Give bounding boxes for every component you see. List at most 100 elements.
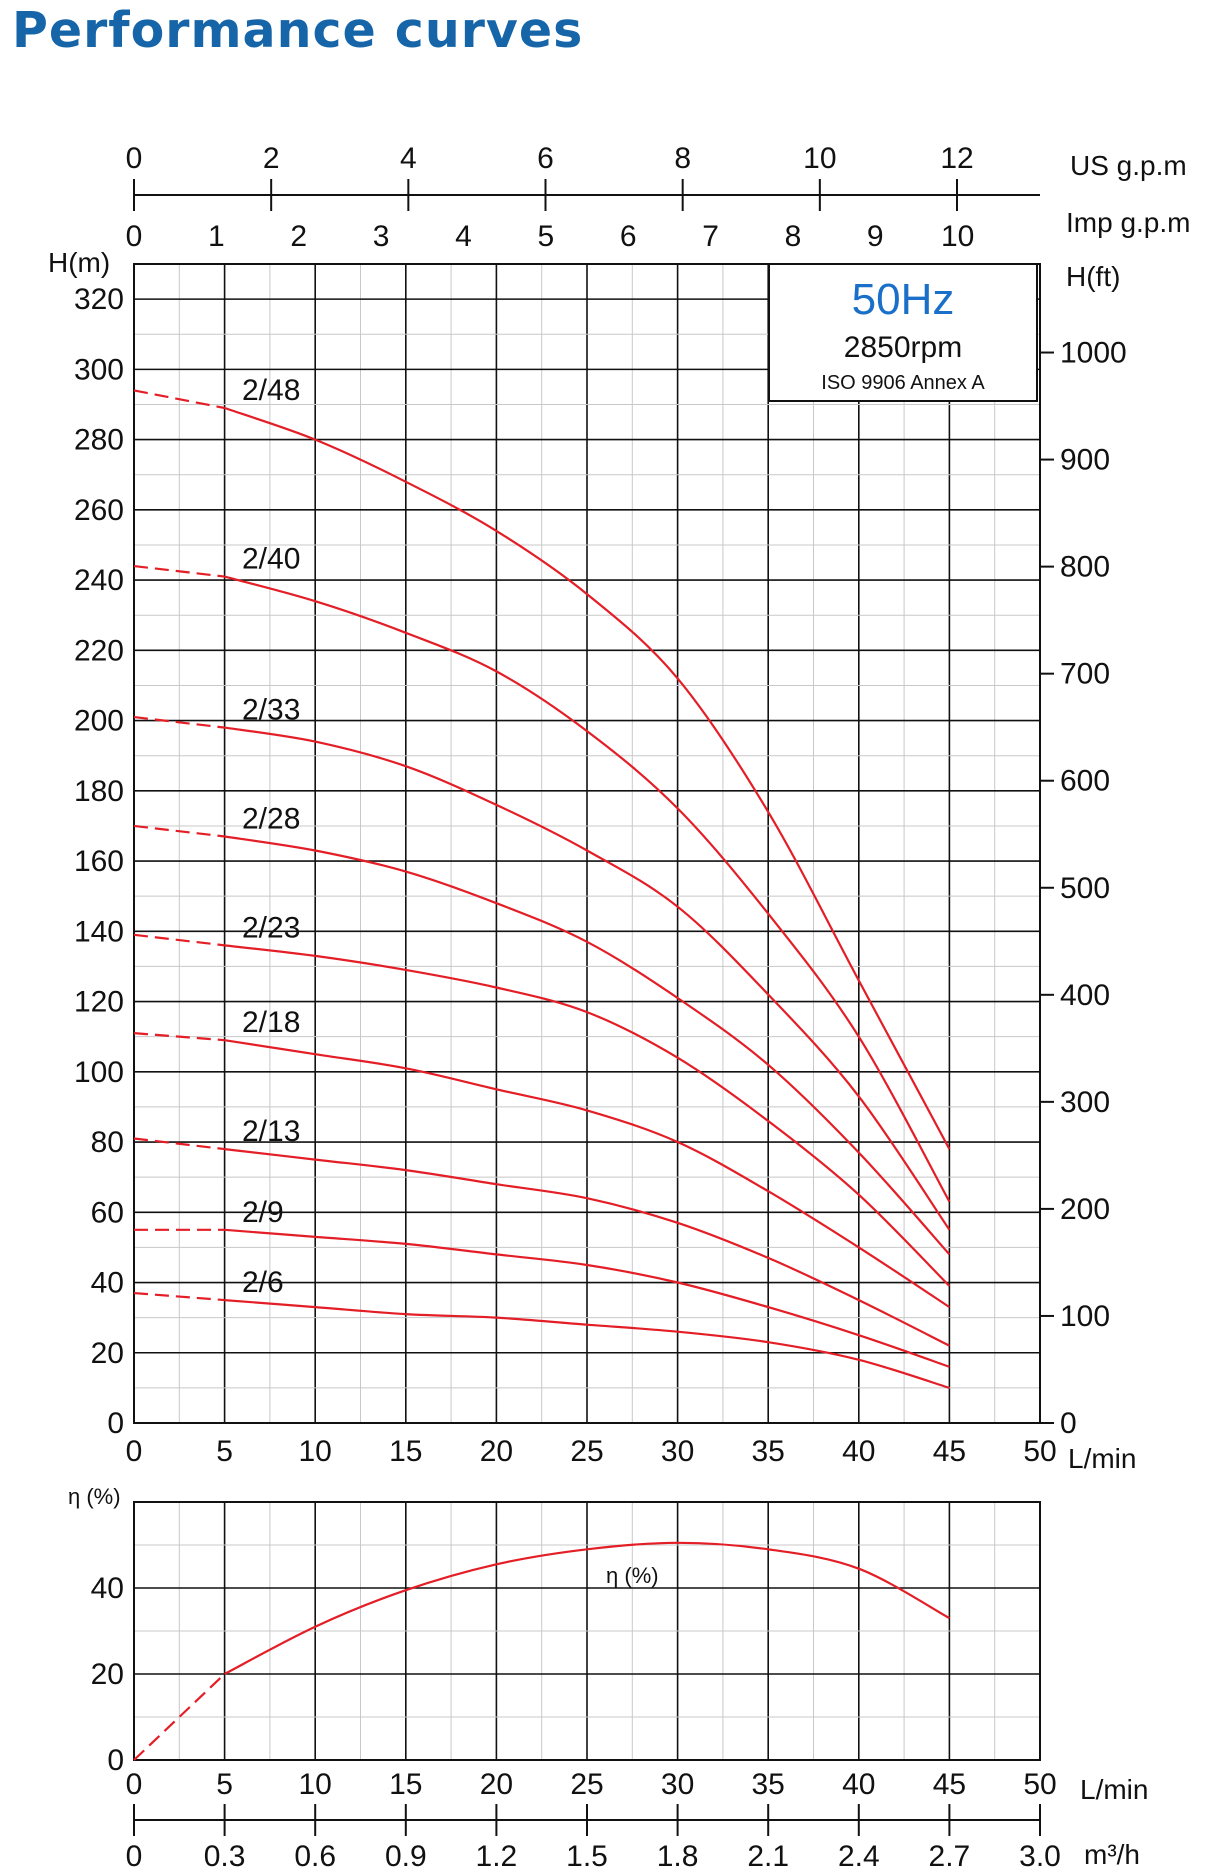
head-m-tick-label: 320 (74, 283, 124, 316)
head-m-tick-label: 100 (74, 1056, 124, 1089)
curve-2-48 (224, 406, 951, 1150)
m3h-tick-label: 3.0 (1019, 1840, 1061, 1870)
curve-2-33-dashed (133, 715, 225, 729)
efficiency-flow-tick-label: 45 (933, 1768, 966, 1801)
us-gpm-tick-label: 6 (537, 142, 554, 175)
head-ft-tick-label: 200 (1060, 1193, 1110, 1226)
head-flow-tick-label: 15 (389, 1435, 422, 1468)
efficiency-flow-tick-label: 35 (752, 1768, 785, 1801)
info-box (768, 263, 1038, 402)
head-m-tick-label: 40 (91, 1267, 124, 1300)
head-flow-tick-label: 25 (570, 1435, 603, 1468)
head-m-tick-label: 200 (74, 705, 124, 738)
speed-label: 2850rpm (844, 331, 962, 364)
imp-gpm-tick-label: 0 (126, 220, 143, 253)
head-flow-tick-label: 35 (752, 1435, 785, 1468)
efficiency-curve-group: η (%) (133, 1541, 950, 1761)
head-m-tick-label: 220 (74, 634, 124, 667)
head-curves: 2/48 2/40 2/33 2/28 2/23 2/18 2/13 2/9 2/6 (133, 374, 951, 1389)
us-gpm-tick-label: 10 (803, 142, 836, 175)
frequency-label: 50Hz (852, 275, 955, 324)
head-m-tick-label: 180 (74, 775, 124, 808)
curve-2-28-dashed (133, 824, 225, 838)
us-gpm-tick-label: 8 (674, 142, 691, 175)
curve-2-23-dashed (133, 933, 225, 947)
m3h-tick-label: 0.9 (385, 1840, 427, 1870)
us-gpm-axis-label: US g.p.m (1070, 150, 1187, 181)
curve-2-13-dashed (133, 1137, 225, 1151)
imp-gpm-tick-label: 8 (785, 220, 802, 253)
imp-gpm-tick-label: 3 (373, 220, 390, 253)
efficiency-flow-tick-label: 30 (661, 1768, 694, 1801)
imp-gpm-tick-label: 6 (620, 220, 637, 253)
m3h-axis-label: m³/h (1084, 1839, 1140, 1870)
head-flow-tick-label: 10 (299, 1435, 332, 1468)
head-ft-tick-label: 800 (1060, 551, 1110, 584)
m3h-tick-label: 2.1 (747, 1840, 789, 1870)
efficiency-chart-grid (133, 1501, 1041, 1761)
imp-gpm-tick-label: 9 (867, 220, 884, 253)
head-flow-tick-label: 5 (216, 1435, 233, 1468)
curve-2-40-dashed (133, 564, 225, 578)
imp-gpm-axis-label: Imp g.p.m (1066, 207, 1190, 238)
head-chart-grid (133, 263, 1041, 1424)
curve-label-2-9: 2/9 (242, 1196, 284, 1229)
head-m-axis-label: H(m) (48, 247, 110, 278)
curve-label-2-48: 2/48 (242, 374, 300, 407)
imp-gpm-tick-label: 5 (537, 220, 554, 253)
curve-label-2-6: 2/6 (242, 1266, 284, 1299)
m3h-tick-label: 2.7 (929, 1840, 971, 1870)
head-m-tick-label: 300 (74, 353, 124, 386)
head-flow-tick-label: 0 (126, 1435, 143, 1468)
curve-2-48-dashed (133, 389, 225, 410)
efficiency-flow-tick-label: 25 (570, 1768, 603, 1801)
curve-label-2-23: 2/23 (242, 911, 300, 944)
efficiency-flow-tick-label: 5 (216, 1768, 233, 1801)
head-m-tick-label: 80 (91, 1126, 124, 1159)
efficiency-curve-label: η (%) (606, 1563, 659, 1588)
curve-label-2-18: 2/18 (242, 1006, 300, 1039)
curve-2-33 (224, 726, 951, 1231)
efficiency-flow-tick-label: 50 (1023, 1768, 1056, 1801)
head-ft-tick-label: 400 (1060, 979, 1110, 1012)
imp-gpm-tick-label: 1 (208, 220, 225, 253)
m3h-tick-label: 0 (126, 1840, 143, 1870)
head-m-tick-label: 160 (74, 845, 124, 878)
imp-gpm-tick-label: 4 (455, 220, 472, 253)
curve-2-40 (224, 575, 951, 1203)
curve-2-23 (224, 944, 951, 1287)
head-flow-tick-label: 20 (480, 1435, 513, 1468)
us-gpm-tick-label: 2 (263, 142, 280, 175)
us-gpm-tick-label: 0 (126, 142, 143, 175)
m3h-tick-label: 2.4 (838, 1840, 880, 1870)
head-ft-tick-label: 1000 (1060, 337, 1127, 370)
curve-2-28 (224, 835, 951, 1256)
head-ft-tick-label: 100 (1060, 1300, 1110, 1333)
head-m-tick-label: 0 (107, 1407, 124, 1440)
head-m-tick-label: 120 (74, 986, 124, 1019)
chart-axes: 0204060801001201401601802002202402602803… (74, 142, 1127, 1870)
curve-2-18 (224, 1039, 951, 1309)
head-m-tick-label: 260 (74, 494, 124, 527)
efficiency-flow-axis-label: L/min (1080, 1774, 1148, 1805)
efficiency-tick-label: 0 (107, 1744, 124, 1777)
standard-label: ISO 9906 Annex A (821, 372, 985, 394)
head-m-tick-label: 280 (74, 424, 124, 457)
curve-2-6-dashed (133, 1291, 225, 1302)
m3h-tick-label: 1.5 (566, 1840, 608, 1870)
head-m-tick-label: 240 (74, 564, 124, 597)
head-flow-tick-label: 50 (1023, 1435, 1056, 1468)
head-ft-tick-label: 700 (1060, 658, 1110, 691)
m3h-tick-label: 0.3 (204, 1840, 246, 1870)
head-ft-tick-label: 900 (1060, 444, 1110, 477)
curve-2-18-dashed (133, 1032, 225, 1042)
imp-gpm-tick-label: 10 (941, 220, 974, 253)
imp-gpm-tick-label: 2 (290, 220, 307, 253)
efficiency-tick-label: 40 (91, 1572, 124, 1605)
head-ft-tick-label: 0 (1060, 1407, 1077, 1440)
head-m-tick-label: 60 (91, 1196, 124, 1229)
head-ft-axis-label: H(ft) (1066, 261, 1120, 292)
us-gpm-tick-label: 4 (400, 142, 417, 175)
efficiency-tick-label: 20 (91, 1658, 124, 1691)
